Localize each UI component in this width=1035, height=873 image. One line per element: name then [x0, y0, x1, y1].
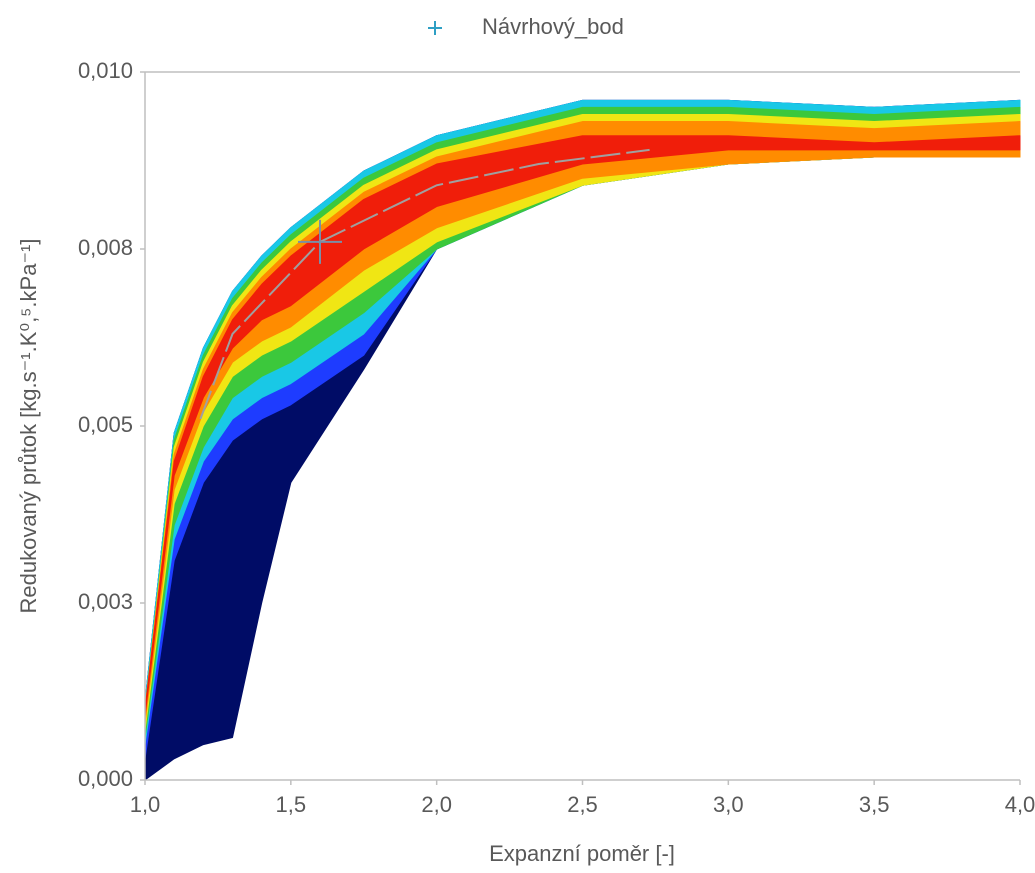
- x-axis-label: Expanzní poměr [-]: [489, 841, 675, 866]
- contour-band: [144, 99, 1021, 781]
- x-tick-label: 3,5: [859, 792, 890, 817]
- contour-band: [144, 121, 1021, 724]
- design-point: [298, 219, 342, 264]
- y-tick-label: 0,003: [78, 589, 133, 614]
- plot-area: [144, 99, 1021, 781]
- x-tick-label: 4,0: [1005, 792, 1035, 817]
- contour-band: [144, 135, 1021, 717]
- x-tick-label: 1,0: [130, 792, 161, 817]
- y-axis-label: Redukovaný průtok [kg.s⁻¹.K⁰,⁵.kPa⁻¹]: [16, 239, 41, 614]
- speed-line: [199, 148, 650, 420]
- x-tick-label: 2,0: [421, 792, 452, 817]
- legend-label: Návrhový_bod: [482, 14, 624, 39]
- y-tick-label: 0,005: [78, 412, 133, 437]
- y-tick-label: 0,000: [78, 766, 133, 791]
- x-tick-label: 2,5: [567, 792, 598, 817]
- x-tick-label: 1,5: [276, 792, 307, 817]
- y-tick-label: 0,010: [78, 58, 133, 83]
- x-tick-label: 3,0: [713, 792, 744, 817]
- y-tick-label: 0,008: [78, 235, 133, 260]
- legend-marker: [428, 21, 442, 35]
